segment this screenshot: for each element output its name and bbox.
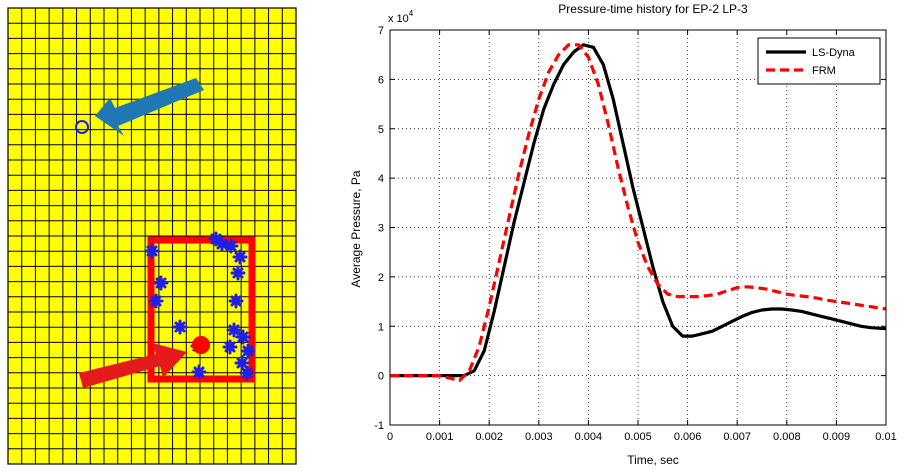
y-tick-label: 1: [378, 321, 384, 333]
star-marker-icon: [148, 293, 164, 309]
y-tick-label: 6: [378, 74, 384, 86]
star-marker-icon: [235, 329, 251, 345]
star-stroke: [228, 324, 240, 336]
star-stroke: [242, 345, 254, 357]
star-stroke: [224, 341, 236, 353]
chart-title: Pressure-time history for EP-2 LP-3: [558, 2, 748, 16]
exponent-power: 4: [409, 9, 414, 18]
y-tick-label: 3: [378, 223, 384, 235]
grid-lines: [390, 30, 886, 425]
x-tick-label: 0.001: [426, 431, 454, 443]
star-marker-icon: [214, 236, 230, 252]
legend: LS-Dyna FRM: [757, 37, 881, 85]
star-marker-icon: [153, 275, 169, 291]
star-stroke: [216, 238, 228, 250]
y-tick-label: 7: [378, 25, 384, 37]
star-marker-icon: [240, 343, 256, 359]
star-marker-icon: [232, 249, 248, 265]
x-axis-label: Time, sec: [627, 453, 679, 467]
star-stroke: [230, 295, 242, 307]
axes-frame: [389, 29, 887, 426]
y-tick-label: 4: [378, 173, 384, 185]
star-marker-icon: [222, 339, 238, 355]
star-stroke: [237, 331, 249, 343]
x-tick-label: 0.008: [773, 431, 801, 443]
x-tick-label: 0.01: [875, 431, 896, 443]
y-axis-exponent: x 104: [388, 9, 414, 25]
exponent-base: x 10: [388, 13, 409, 25]
x-tick-label: 0.009: [823, 431, 851, 443]
star-stroke: [155, 277, 167, 289]
red-arrow-icon: [79, 343, 187, 388]
star-marker-icon: [226, 322, 242, 338]
legend-box: [757, 37, 881, 85]
x-tick-label: 0.002: [475, 431, 503, 443]
star-marker-icon: [228, 293, 244, 309]
y-tick-label: 2: [378, 272, 384, 284]
star-stroke: [234, 251, 246, 263]
star-stroke: [241, 367, 253, 379]
x-tick-label: 0.003: [525, 431, 553, 443]
red-dot-icon: [192, 336, 210, 354]
star-stroke: [193, 366, 205, 378]
star-stroke: [232, 267, 244, 279]
chart-panel: Pressure-time history for EP-2 LP-3 x 10…: [340, 0, 907, 469]
star-marker-icon: [223, 238, 239, 254]
series-line-frm: [390, 43, 887, 383]
x-tick-label: 0.007: [723, 431, 751, 443]
red-box: [147, 236, 256, 383]
circle-marker-icon: [75, 120, 89, 134]
star-marker-icon: [191, 364, 207, 380]
legend-label: LS-Dyna: [812, 47, 856, 59]
mesh-figure: [7, 7, 297, 465]
star-marker-icon: [239, 365, 255, 381]
mesh-panel: [0, 0, 300, 469]
star-marker-icon: [234, 355, 250, 371]
tick-marks: [389, 29, 887, 426]
star-stroke: [236, 357, 248, 369]
star-stroke: [210, 233, 222, 245]
blue-arrow-icon: [95, 78, 204, 136]
x-tick-label: 0.006: [674, 431, 702, 443]
star-marker-icon: [230, 265, 246, 281]
star-marker-icon: [172, 319, 188, 335]
x-tick-label: 0: [387, 431, 393, 443]
y-tick-label: -1: [374, 420, 384, 432]
x-tick-label: 0.005: [624, 431, 652, 443]
star-stroke: [225, 240, 237, 252]
legend-label: FRM: [812, 65, 836, 77]
y-tick-label: 5: [378, 124, 384, 136]
pressure-chart: Pressure-time history for EP-2 LP-3 x 10…: [349, 2, 897, 467]
y-axis-label: Average Pressure, Pa: [349, 170, 363, 288]
y-tick-label: 0: [378, 371, 384, 383]
star-stroke: [150, 295, 162, 307]
star-marker-icon: [144, 243, 160, 259]
x-tick-label: 0.004: [575, 431, 603, 443]
star-stroke: [174, 321, 186, 333]
star-stroke: [146, 245, 158, 257]
